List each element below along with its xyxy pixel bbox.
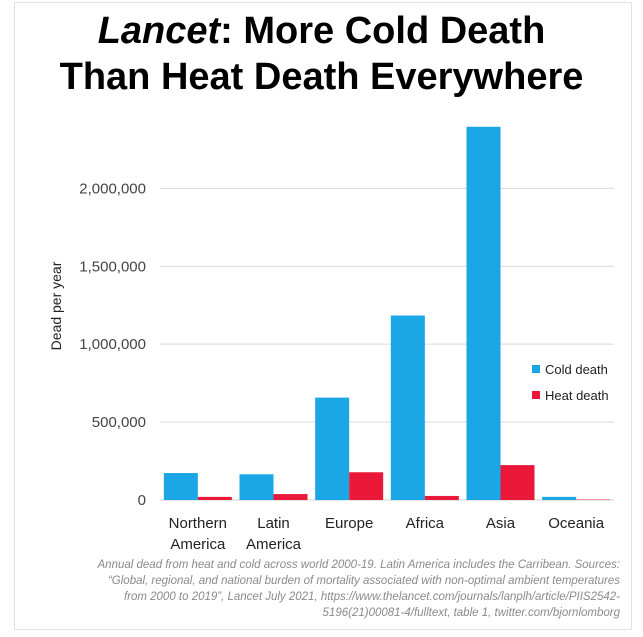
x-category-label: Europe (325, 515, 373, 532)
heat-death-bar (500, 465, 535, 500)
x-category-label-line: Asia (486, 515, 516, 532)
title-line-1: Lancet: More Cold Death (0, 8, 643, 54)
cold-death-bar (542, 496, 577, 500)
y-tick-label: 2,000,000 (79, 180, 146, 197)
x-category-label-line: America (170, 536, 226, 553)
y-tick-label: 500,000 (92, 414, 146, 431)
legend-swatch (532, 365, 540, 373)
heat-death-bar (273, 494, 308, 500)
cold-death-bar (239, 474, 274, 500)
title-italic-source: Lancet (97, 10, 221, 52)
x-category-label: Northern America (169, 515, 227, 553)
y-tick-label: 0 (138, 492, 146, 509)
chart-title: Lancet: More Cold Death Than Heat Death … (0, 8, 643, 100)
cold-death-bar (390, 315, 425, 500)
x-category-label: Asia (486, 515, 516, 532)
cold-death-bar (315, 397, 350, 500)
legend-swatch (532, 391, 540, 399)
tweet-image-frame (14, 2, 632, 630)
x-category-label-line: Africa (406, 515, 445, 532)
heat-death-bar (349, 472, 384, 500)
heat-death-bar (197, 496, 232, 500)
title-line-1-rest: : More Cold Death (220, 10, 546, 52)
x-category-label: Africa (406, 515, 445, 532)
cold-death-bar (163, 473, 198, 500)
y-tick-label: 1,000,000 (79, 336, 146, 353)
x-category-label-line: Northern (169, 515, 227, 532)
legend-label: Heat death (545, 388, 609, 403)
y-tick-label: 1,500,000 (79, 258, 146, 275)
heat-death-bar (424, 495, 459, 500)
x-category-label: Latin America (246, 515, 302, 553)
legend-label: Cold death (545, 362, 608, 377)
x-category-label-line: Latin (257, 515, 290, 532)
cold-death-bar (466, 126, 501, 500)
source-caption: Annual dead from heat and cold across wo… (97, 559, 620, 619)
x-category-label-line: Oceania (548, 515, 605, 532)
x-category-label-line: America (246, 536, 302, 553)
x-category-label-line: Europe (325, 515, 373, 532)
title-line-2: Than Heat Death Everywhere (59, 56, 584, 98)
y-axis-label: Dead per year (48, 261, 64, 350)
x-category-label: Oceania (548, 515, 605, 532)
